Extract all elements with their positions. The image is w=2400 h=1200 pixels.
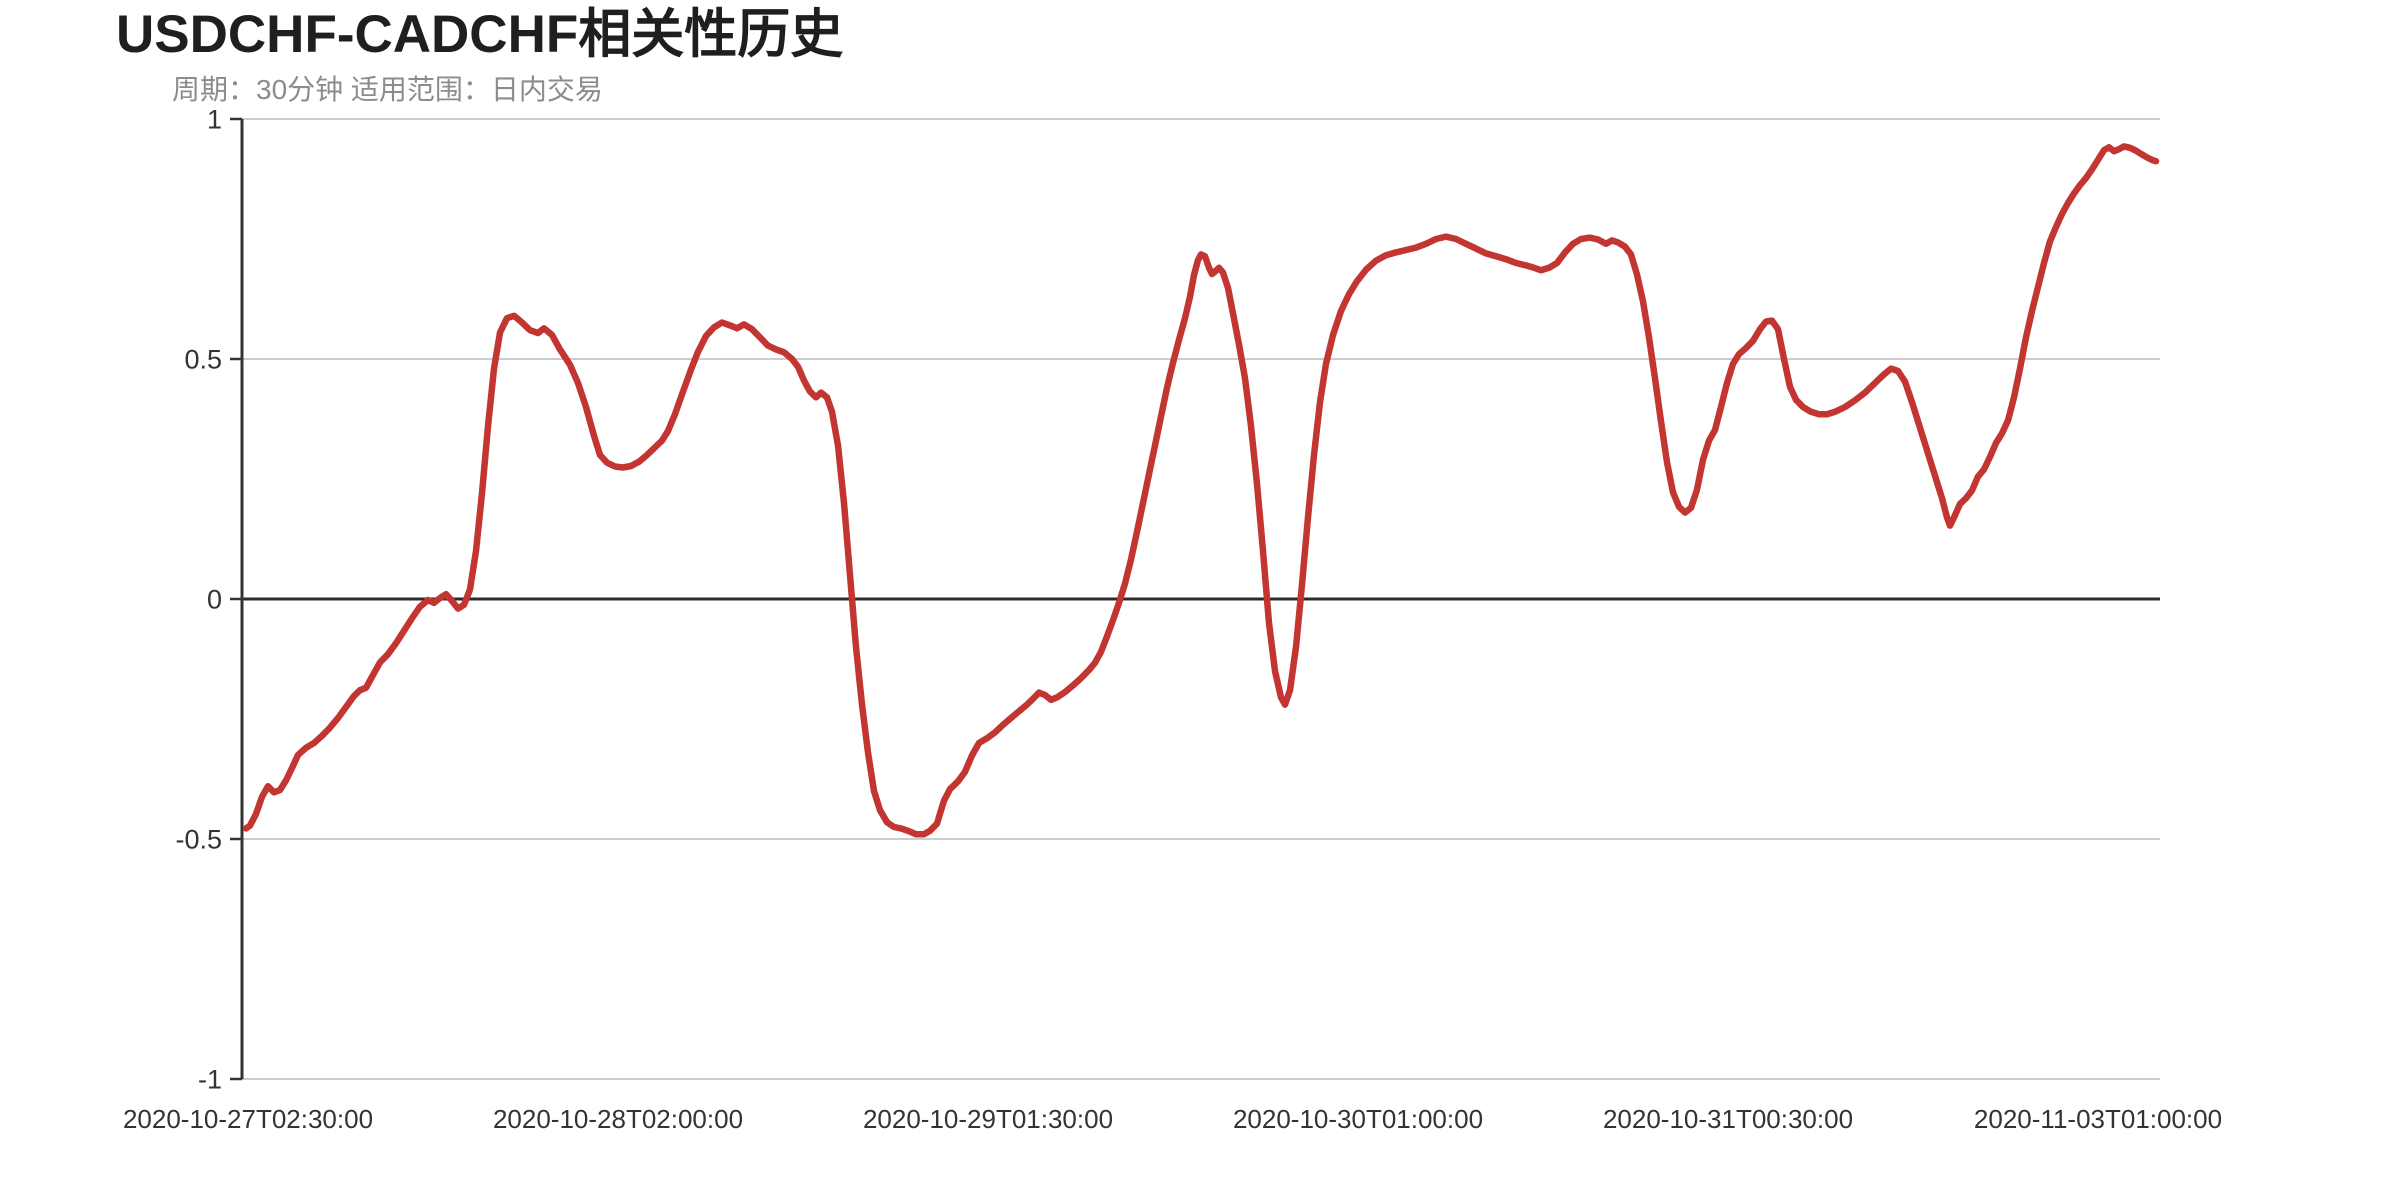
y-axis-label: -0.5 [175, 824, 222, 854]
y-axis-label: 1 [207, 104, 222, 134]
correlation-line-series [242, 143, 2160, 838]
y-axis-label: 0.5 [184, 344, 222, 374]
x-axis-label: 2020-10-27T02:30:00 [123, 1104, 373, 1134]
x-axis-label: 2020-11-03T01:00:00 [1974, 1104, 2222, 1134]
x-axis-label: 2020-10-29T01:30:00 [863, 1104, 1113, 1134]
x-axis-label: 2020-10-28T02:00:00 [493, 1104, 743, 1134]
y-axis-label: -1 [198, 1064, 222, 1094]
y-axis-label: 0 [207, 584, 222, 614]
chart-subtitle: 周期：30分钟 适用范围：日内交易 [172, 74, 603, 105]
chart-title: USDCHF-CADCHF相关性历史 [116, 5, 844, 64]
x-axis-label: 2020-10-30T01:00:00 [1233, 1104, 1483, 1134]
x-axis-label: 2020-10-31T00:30:00 [1603, 1104, 1853, 1134]
